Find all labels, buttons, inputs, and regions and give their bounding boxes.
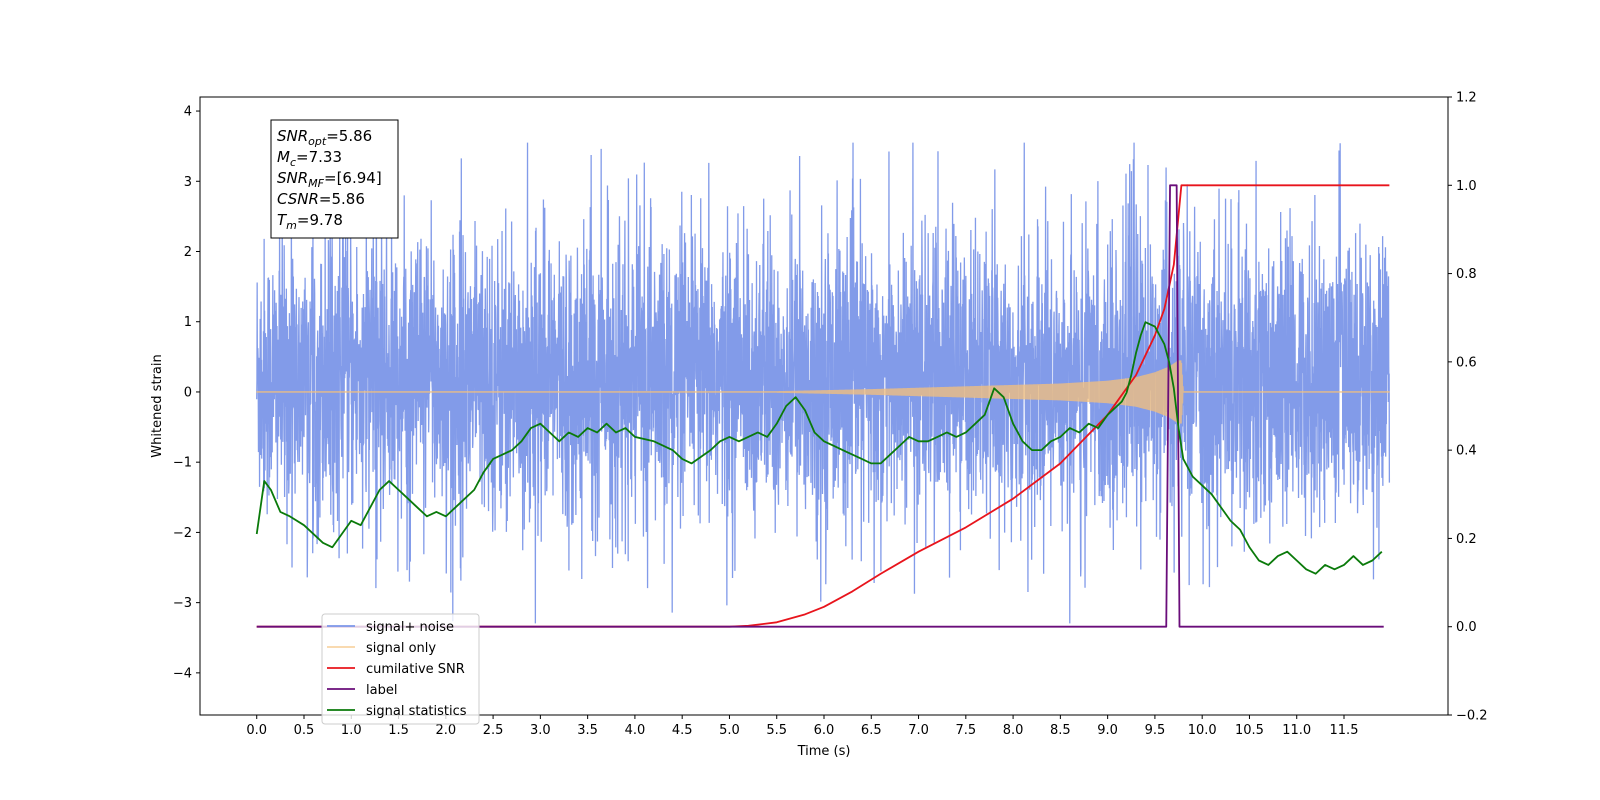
annotation-subscript: c [290,156,296,169]
y-right-tick-label: 0.4 [1456,444,1477,459]
x-tick-label: 9.5 [1145,723,1166,738]
annotation-value: =5.86 [319,190,365,208]
annotation-value: =5.86 [326,127,372,145]
legend-item-label: label [327,683,397,698]
y-left-tick-label: 2 [184,245,192,260]
x-tick-label: 6.0 [814,723,835,738]
y-left-tick-label: 0 [184,385,192,400]
annotation-symbol: CSNR [277,190,319,208]
x-tick-label: 9.0 [1097,723,1118,738]
x-tick-label: 1.0 [341,723,362,738]
y-right-tick-label: 0.8 [1456,267,1477,282]
x-tick-label: 1.5 [388,723,409,738]
x-tick-label: 3.5 [577,723,598,738]
x-tick-label: 10.0 [1188,723,1217,738]
y-right-tick-label: 1.0 [1456,179,1477,194]
annotation-line: SNRopt=5.86 [277,127,372,148]
annotation-subscript: opt [308,135,327,148]
legend-item-signal-only: signal only [327,641,436,656]
x-tick-label: 2.0 [435,723,456,738]
y-axis-label: Whitened strain [150,354,165,457]
x-axis: 0.0 0.5 1.0 1.5 2.0 2.5 3.0 3.5 4.0 4.5 5.0 5.5 6.0 6… [246,715,1358,738]
legend-label: signal only [366,641,436,656]
y-right-tick-label: 0.6 [1456,355,1477,370]
x-tick-label: 11.5 [1330,723,1359,738]
y-right-tick-label: −0.2 [1456,709,1488,724]
x-tick-label: 10.5 [1235,723,1264,738]
y-left-tick-label: −1 [173,456,192,471]
annotation-subscript: m [286,219,297,232]
y-right-axis: −0.2 0.0 0.2 0.4 0.6 0.8 1.0 1.2 [1448,91,1488,724]
x-tick-label: 0.5 [294,723,315,738]
x-tick-label: 11.0 [1282,723,1311,738]
x-tick-label: 7.0 [908,723,929,738]
y-left-tick-label: −4 [173,666,192,681]
x-axis-label: Time (s) [797,744,851,759]
annotation-symbol: SNR [277,127,308,145]
x-tick-label: 7.5 [955,723,976,738]
y-left-tick-label: −3 [173,596,192,611]
annotation-line: Tm=9.78 [277,211,343,232]
legend-label: label [366,683,397,698]
y-right-tick-label: 0.0 [1456,620,1477,635]
y-left-tick-label: −2 [173,526,192,541]
x-tick-label: 6.5 [861,723,882,738]
annotation-value: =9.78 [297,211,343,229]
annotation-subscript: MF [308,177,324,190]
y-right-tick-label: 0.2 [1456,532,1477,547]
legend-items: signal+ noise signal only cumilative SNR la… [327,620,467,719]
series-cumilative-snr-line [256,184,1390,628]
annotation-frame [270,119,399,239]
legend-item-cumilative-snr: cumilative SNR [327,662,465,677]
annotation-symbol: M [277,148,290,166]
legend: signal+ noise signal only cumilative SNR la… [321,613,480,725]
x-tick-label: 0.0 [246,723,267,738]
legend-label: signal statistics [366,704,467,719]
series-signal-statistics-line [255,321,1383,575]
series-signal-only-line [256,360,1390,424]
annotation-symbol: SNR [277,169,308,187]
x-tick-label: 8.5 [1050,723,1071,738]
y-left-axis: −4 −3 −2 −1 0 1 2 3 4 [173,105,200,681]
x-tick-label: 3.0 [530,723,551,738]
legend-item-signal-statistics: signal statistics [327,704,467,719]
y-left-tick-label: 1 [184,315,192,330]
annotation-value: =[6.94] [324,169,382,187]
series-label-line [256,184,1384,628]
legend-label: signal+ noise [366,620,454,635]
x-tick-label: 4.5 [672,723,693,738]
x-tick-label: 4.0 [625,723,646,738]
y-right-tick-label: 1.2 [1456,91,1477,106]
annotation-line: Mc=7.33 [277,148,342,169]
annotation-value: =7.33 [296,148,342,166]
series-signal-noise-line [256,142,1391,624]
y-left-tick-label: 3 [184,175,192,190]
y-left-tick-label: 4 [184,105,192,120]
x-tick-label: 5.5 [766,723,787,738]
x-tick-label: 2.5 [483,723,504,738]
annotation-lines: SNRopt=5.86Mc=7.33SNRMF=[6.94]CSNR=5.86T… [277,127,382,232]
annotation-symbol: T [277,211,288,229]
x-tick-label: 8.0 [1003,723,1024,738]
legend-frame [321,613,480,725]
legend-item-signal-noise: signal+ noise [327,620,454,635]
legend-label: cumilative SNR [366,662,465,677]
annotation-line: SNRMF=[6.94] [277,169,382,190]
series-layer [255,142,1391,628]
annotation-box: SNRopt=5.86Mc=7.33SNRMF=[6.94]CSNR=5.86T… [270,119,399,239]
x-tick-label: 5.0 [719,723,740,738]
annotation-line: CSNR=5.86 [277,190,365,208]
